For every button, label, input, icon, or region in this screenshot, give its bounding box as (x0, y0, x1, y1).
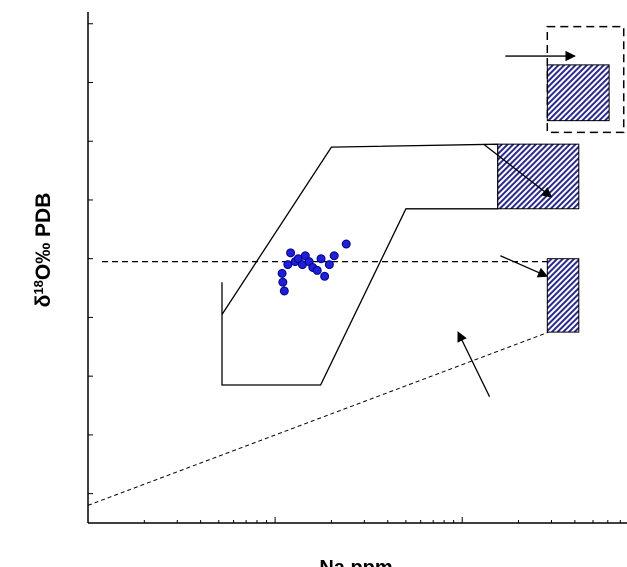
data-point (341, 239, 351, 249)
y-axis-label-prefix: δ (32, 295, 55, 308)
arrow-4 (457, 331, 491, 398)
hatched-box-3 (546, 64, 610, 122)
field-outline (221, 143, 499, 386)
data-point (316, 254, 326, 264)
data-point (320, 271, 330, 281)
data-point (312, 265, 322, 275)
data-point (286, 248, 296, 258)
hatched-box-2 (497, 143, 580, 210)
arrows-group (457, 50, 576, 398)
boxes-group (497, 25, 625, 333)
points-group (277, 239, 351, 296)
data-point (324, 260, 334, 270)
axes (87, 12, 627, 524)
data-point (283, 260, 293, 270)
hatched-box-1 (546, 258, 580, 333)
arrow-2 (483, 143, 553, 198)
trend-line-group (87, 331, 549, 506)
field-outline-group (221, 143, 499, 386)
data-point (279, 286, 289, 296)
arrow-3 (500, 255, 549, 278)
y-axis-label-superscript: 18 (31, 280, 46, 294)
data-point (277, 268, 287, 278)
y-axis-label-suffix: O‰ PDB (32, 193, 55, 281)
data-point (278, 277, 288, 287)
data-point (329, 251, 339, 261)
y-axis-label: δ18O‰ PDB (31, 193, 56, 308)
trend-line (87, 331, 549, 506)
x-axis-label: Na ppm (319, 557, 392, 567)
